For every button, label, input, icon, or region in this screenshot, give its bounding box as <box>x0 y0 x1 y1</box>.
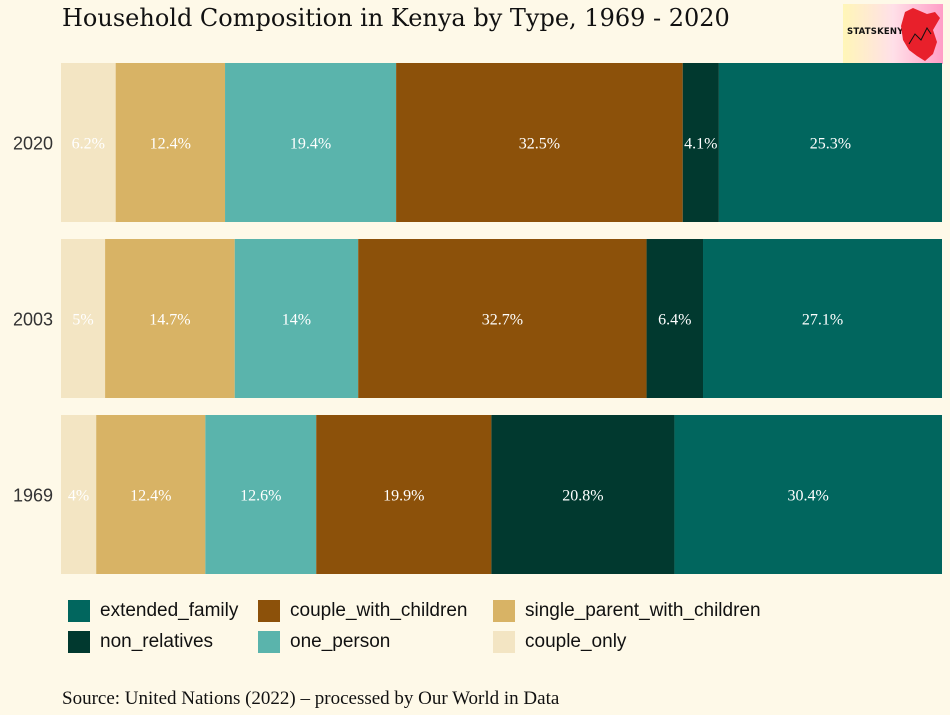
data-label-non_relatives-2003: 6.4% <box>658 312 691 329</box>
data-label-extended_family-2020: 25.3% <box>810 136 851 153</box>
data-label-couple_with_children-2003: 32.7% <box>482 312 523 329</box>
data-label-single_parent_with_children-1969: 12.4% <box>130 488 171 505</box>
data-label-couple_with_children-1969: 19.9% <box>383 488 424 505</box>
kenya-map-icon <box>901 8 940 61</box>
legend-swatch-single_parent_with_children <box>493 600 515 622</box>
legend-swatch-one_person <box>258 631 280 653</box>
bar-couple_only-1969 <box>61 415 97 574</box>
data-label-extended_family-1969: 30.4% <box>788 488 829 505</box>
data-label-one_person-1969: 12.6% <box>240 488 281 505</box>
legend-label-couple_only: couple_only <box>525 631 627 652</box>
stacked-bar-chart: 6.2% 12.4% 19.4% 32.5% 4.1% 25.3% 2020 5% 14.7% 1… <box>13 63 942 574</box>
bar-couple_only-2020 <box>61 63 116 222</box>
bar-non_relatives-2003 <box>646 239 704 398</box>
y-tick-label-2020: 2020 <box>13 134 53 154</box>
stats-kenya-logo: STATSKENYA <box>843 4 943 64</box>
legend-label-one_person: one_person <box>290 631 391 652</box>
legend-item-extended_family: extended_family <box>68 600 258 622</box>
legend: extended_family couple_with_children singl… <box>68 600 793 653</box>
legend-item-couple_with_children: couple_with_children <box>258 600 493 622</box>
data-label-non_relatives-1969: 20.8% <box>562 488 603 505</box>
source-note: Source: United Nations (2022) – processe… <box>62 688 560 709</box>
bar-non_relatives-2020 <box>682 63 719 222</box>
data-label-single_parent_with_children-2020: 12.4% <box>150 136 191 153</box>
bar-couple_only-2003 <box>61 239 106 398</box>
data-label-couple_only-2003: 5% <box>72 312 93 329</box>
legend-label-extended_family: extended_family <box>100 600 239 621</box>
y-tick-label-2003: 2003 <box>13 310 53 330</box>
legend-swatch-couple_only <box>493 631 515 653</box>
data-label-one_person-2003: 14% <box>282 312 311 329</box>
bar-non_relatives-1969 <box>491 415 675 574</box>
legend-swatch-non_relatives <box>68 631 90 653</box>
bar-single_parent_with_children-1969 <box>96 415 206 574</box>
data-label-couple_only-1969: 4% <box>68 488 89 505</box>
bar-couple_with_children-2020 <box>396 63 683 222</box>
bar-single_parent_with_children-2003 <box>105 239 235 398</box>
data-label-non_relatives-2020: 4.1% <box>684 136 717 153</box>
legend-item-couple_only: couple_only <box>493 631 793 653</box>
data-label-single_parent_with_children-2003: 14.7% <box>149 312 190 329</box>
legend-label-couple_with_children: couple_with_children <box>290 600 468 621</box>
data-label-one_person-2020: 19.4% <box>290 136 331 153</box>
legend-label-single_parent_with_children: single_parent_with_children <box>525 600 761 621</box>
bar-one_person-1969 <box>205 415 317 574</box>
bar-extended_family-1969 <box>674 415 942 574</box>
legend-item-one_person: one_person <box>258 631 493 653</box>
bar-one_person-2020 <box>225 63 397 222</box>
legend-swatch-extended_family <box>68 600 90 622</box>
legend-swatch-couple_with_children <box>258 600 280 622</box>
legend-item-single_parent_with_children: single_parent_with_children <box>493 600 793 622</box>
data-label-couple_only-2020: 6.2% <box>72 136 105 153</box>
legend-item-non_relatives: non_relatives <box>68 631 258 653</box>
y-tick-label-1969: 1969 <box>13 486 53 506</box>
chart-title: Household Composition in Kenya by Type, … <box>62 4 730 32</box>
legend-label-non_relatives: non_relatives <box>100 631 214 652</box>
bar-couple_with_children-1969 <box>316 415 492 574</box>
data-label-extended_family-2003: 27.1% <box>802 312 843 329</box>
data-label-couple_with_children-2020: 32.5% <box>519 136 560 153</box>
bar-extended_family-2003 <box>703 239 942 398</box>
bar-extended_family-2020 <box>718 63 942 222</box>
bar-couple_with_children-2003 <box>358 239 647 398</box>
bar-one_person-2003 <box>234 239 359 398</box>
bar-single_parent_with_children-2020 <box>115 63 226 222</box>
logo-text: STATSKENYA <box>847 27 910 37</box>
